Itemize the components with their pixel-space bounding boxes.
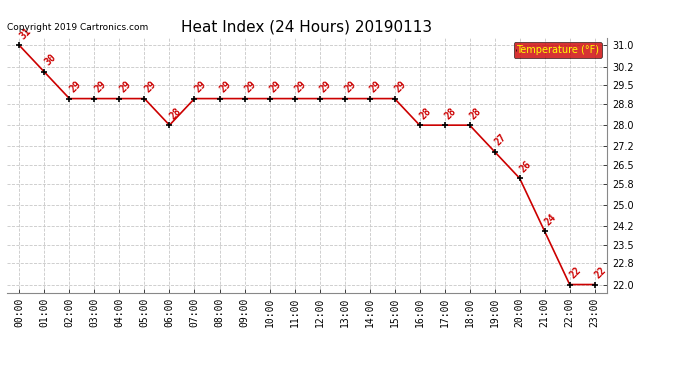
Text: 29: 29 <box>68 79 83 94</box>
Text: 29: 29 <box>268 79 284 94</box>
Text: 28: 28 <box>443 106 459 121</box>
Text: 29: 29 <box>368 79 384 94</box>
Text: 29: 29 <box>243 79 259 94</box>
Text: 29: 29 <box>193 79 208 94</box>
Text: 22: 22 <box>593 265 609 280</box>
Text: 29: 29 <box>343 79 359 94</box>
Legend: Temperature (°F): Temperature (°F) <box>513 42 602 58</box>
Text: 31: 31 <box>18 26 33 41</box>
Text: 24: 24 <box>543 212 559 227</box>
Text: 27: 27 <box>493 132 509 147</box>
Text: 29: 29 <box>93 79 108 94</box>
Text: 30: 30 <box>43 53 59 68</box>
Text: 28: 28 <box>418 106 433 121</box>
Text: 28: 28 <box>168 106 184 121</box>
Text: 22: 22 <box>569 265 584 280</box>
Text: 29: 29 <box>118 79 133 94</box>
Text: 29: 29 <box>293 79 308 94</box>
Text: 29: 29 <box>218 79 233 94</box>
Text: Copyright 2019 Cartronics.com: Copyright 2019 Cartronics.com <box>7 23 148 32</box>
Text: 29: 29 <box>318 79 333 94</box>
Text: 28: 28 <box>469 106 484 121</box>
Text: 29: 29 <box>143 79 159 94</box>
Title: Heat Index (24 Hours) 20190113: Heat Index (24 Hours) 20190113 <box>181 20 433 35</box>
Text: 29: 29 <box>393 79 408 94</box>
Text: 26: 26 <box>518 159 533 174</box>
